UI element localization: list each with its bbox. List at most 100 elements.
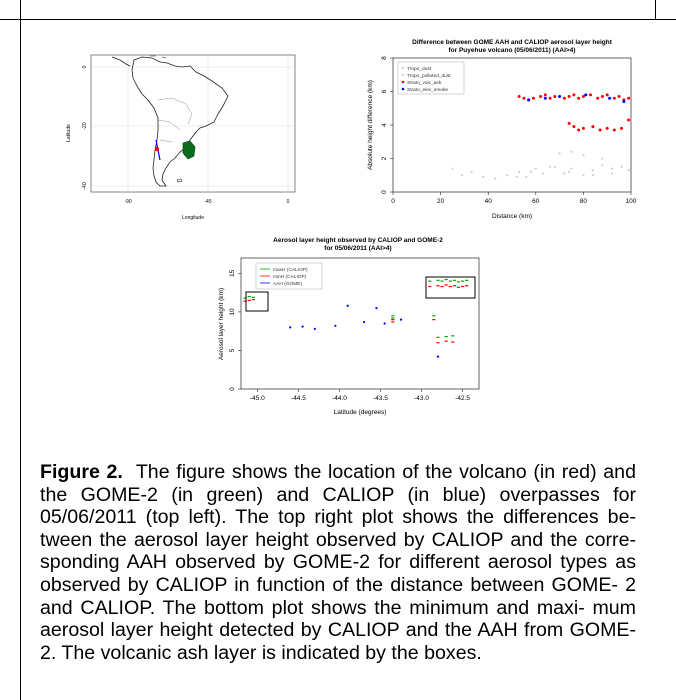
data-point-strato-volc-ash <box>627 118 631 122</box>
y-tick-label: 5 <box>229 348 236 352</box>
data-point-tropo-dust <box>620 165 623 168</box>
legend-marker-tropo-dust <box>401 66 405 70</box>
map-lat-tick: -40 <box>82 182 88 189</box>
data-point-strato-volc-ash <box>531 96 535 100</box>
data-point-strato-volc-ash <box>567 95 571 99</box>
x-tick-label: 40 <box>485 198 493 205</box>
chart-bottom-axes: -45.0 -44.5 -44.0 -43.5 -43.0 -42.5 0 5 10 15 <box>229 269 470 402</box>
data-point-strato-volc-ash <box>572 125 576 129</box>
figure-caption: Figure 2. The figure shows the location … <box>40 461 636 664</box>
data-point-aah <box>313 327 316 330</box>
caption-line: and the GOME-2 (in green) and CALIOP (in… <box>40 461 636 506</box>
data-point-strato-volc-ash <box>605 93 609 97</box>
data-point-tropo-dust <box>460 174 464 177</box>
data-point-strato-volc-ash <box>619 126 623 130</box>
data-point-tropo-dust <box>601 164 604 167</box>
data-point-strato-volc-ash <box>562 96 566 100</box>
data-point-tropo-dust <box>591 169 595 172</box>
data-point-tropo-dust <box>470 170 473 173</box>
chart-right-axes: 0 20 40 60 80 100 0 2 4 6 8 <box>381 56 637 205</box>
data-point-strato-elev-smoke <box>527 98 531 102</box>
frame-right-line <box>655 0 656 20</box>
chart-bottom-points <box>243 278 469 358</box>
x-tick-label: 80 <box>580 198 588 205</box>
data-point-tropo-dust <box>570 150 573 153</box>
y-tick-label: 4 <box>381 123 388 127</box>
data-point-tropo-dust <box>518 170 521 173</box>
caption-label: Figure 2. <box>40 461 123 483</box>
map-y-axis-label: Latitude <box>66 124 72 142</box>
legend-label-minh: minH (CALIOP) <box>273 274 307 280</box>
data-point-strato-elev-smoke <box>558 95 562 99</box>
data-point-tropo-dust <box>541 172 545 175</box>
caption-line: mum aerosol layer height detected by CAL… <box>40 596 636 642</box>
y-tick-label: 6 <box>381 89 388 93</box>
chart-right-points <box>451 93 631 180</box>
data-point-tropo-dust <box>610 172 614 175</box>
map-lon-tick: -90 <box>124 199 131 205</box>
data-point-aah <box>301 325 304 328</box>
data-point-strato-volc-ash <box>612 96 616 100</box>
data-point-strato-elev-smoke <box>622 100 626 104</box>
data-point-aah <box>334 324 337 327</box>
data-point-tropo-dust <box>627 169 630 172</box>
legend-marker-tropo-polluted-dust <box>401 73 405 77</box>
data-point-aah <box>399 318 403 321</box>
data-point-strato-volc-ash <box>567 121 571 125</box>
data-point-tropo-dust <box>506 174 509 177</box>
x-tick-label: -43.0 <box>414 395 429 402</box>
chart-right-title-line2: for Puyehue volcano (05/06/2011) (AAI>4) <box>449 47 576 54</box>
data-point-aah <box>383 322 386 325</box>
data-point-tropo-dust <box>570 167 573 170</box>
data-point-tropo-polluted-dust <box>568 170 571 173</box>
data-point-strato-volc-ash <box>572 93 576 97</box>
caption-line: 2 and CALIOP. The bottom plot shows the … <box>40 573 636 619</box>
volcanic-ash-box-right <box>425 276 476 299</box>
data-point-strato-volc-ash <box>612 128 616 132</box>
legend-label-tropo-polluted-dust: Tropo_polluted_dust <box>407 73 451 79</box>
data-point-tropo-dust <box>451 167 454 170</box>
legend-label-maxh: maxH (CALIOP) <box>273 267 308 273</box>
gome2-overpass-track <box>182 140 196 160</box>
frame-left-line <box>20 0 21 700</box>
x-tick-label: 0 <box>391 198 395 205</box>
x-tick-label: -42.5 <box>455 395 470 402</box>
caption-line: tween the aerosol layer height observed … <box>40 528 636 551</box>
data-point-tropo-polluted-dust <box>515 175 518 179</box>
data-point-strato-volc-ash <box>581 126 585 130</box>
legend-label-tropo-dust: Tropo_dust <box>407 66 432 72</box>
data-point-strato-volc-ash <box>553 95 557 99</box>
data-point-strato-volc-ash <box>598 128 602 132</box>
data-point-tropo-dust <box>582 154 585 157</box>
data-point-strato-elev-smoke <box>584 93 588 97</box>
data-point-strato-volc-ash <box>600 95 604 99</box>
map-lon-tick: -45 <box>204 199 211 205</box>
data-point-strato-volc-ash <box>577 96 581 100</box>
legend-frame <box>397 61 465 95</box>
chart-right-x-axis-label: Distance (km) <box>492 213 532 220</box>
map-frame <box>90 54 296 193</box>
data-point-strato-volc-ash <box>627 96 631 100</box>
central-america-outline <box>111 56 131 67</box>
y-tick-label: 2 <box>381 156 388 160</box>
data-point-strato-volc-ash <box>589 93 593 97</box>
chart-bottom-title-line2: for 05/06/2011 (AAI>4) <box>324 245 391 252</box>
data-point-tropo-dust <box>525 175 528 179</box>
legend-label-strato-volc-ash: Strato_volc_ash <box>407 80 442 86</box>
data-point-tropo-dust <box>494 177 497 180</box>
x-tick-label: -43.5 <box>373 395 388 402</box>
data-point-tropo-dust <box>582 174 585 177</box>
data-point-strato-volc-ash <box>548 96 552 100</box>
y-tick-label: 0 <box>381 190 388 194</box>
y-tick-label: 8 <box>381 56 388 60</box>
data-point-strato-volc-ash <box>522 96 526 100</box>
map-x-axis-label: Longitude <box>182 215 204 221</box>
caption-line: 05/06/2011 (top left). The top right plo… <box>40 506 636 529</box>
caption-line: GOME-2. The volcanic ash layer is indica… <box>40 619 636 664</box>
legend-label-strato-elev-smoke: Strato_elev_smoke <box>407 87 448 93</box>
x-tick-label: 20 <box>437 198 445 205</box>
data-point-tropo-polluted-dust <box>610 167 614 170</box>
data-point-aah <box>436 355 440 358</box>
